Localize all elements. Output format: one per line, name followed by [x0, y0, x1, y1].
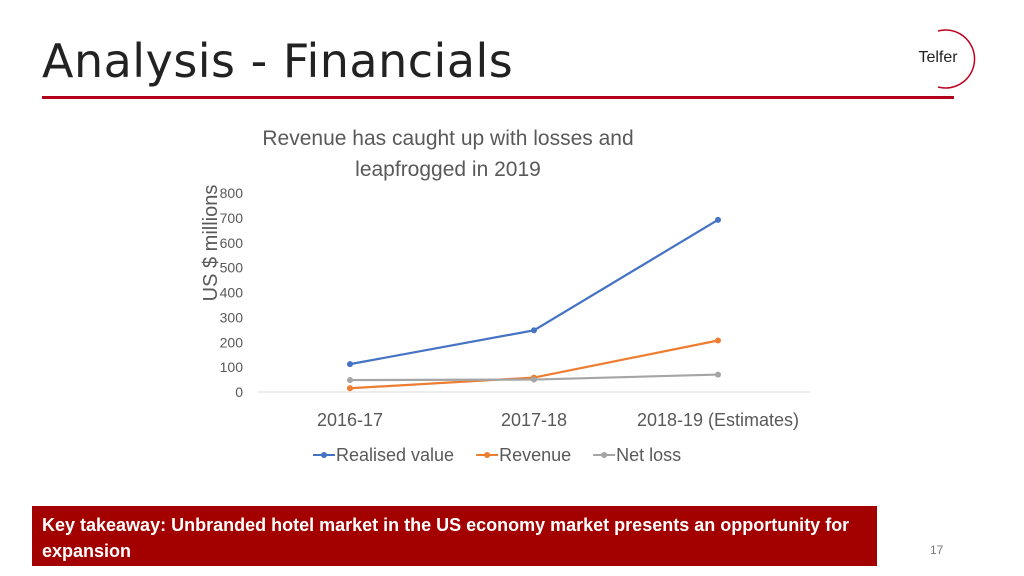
page-number: 17 [930, 543, 944, 557]
line-chart: Revenue has caught up with losses and lea… [200, 127, 810, 465]
slide-title: Analysis - Financials [42, 34, 514, 88]
y-tick-label: 800 [220, 185, 244, 201]
data-point-net-loss [715, 371, 721, 378]
data-point-realised-value [347, 361, 353, 368]
y-tick-label: 100 [220, 359, 244, 375]
chart-title-line: leapfrogged in 2019 [355, 158, 541, 181]
x-tick-label: 2018-19 (Estimates) [637, 410, 799, 430]
y-tick-label: 300 [220, 309, 244, 325]
x-tick-label: 2016-17 [317, 410, 383, 430]
data-point-revenue [347, 385, 353, 392]
legend-swatch-marker [484, 452, 491, 458]
legend-label: Realised value [336, 445, 454, 465]
y-tick-label: 700 [220, 210, 244, 226]
key-takeaway-box: Key takeaway: Unbranded hotel market in … [32, 506, 877, 566]
y-tick-label: 200 [220, 334, 244, 350]
data-point-net-loss [347, 377, 353, 384]
y-axis-label: US $ millions [200, 185, 222, 302]
y-tick-label: 500 [220, 260, 244, 276]
telfer-logo-arc [937, 29, 976, 89]
telfer-logo-text: Telfer [918, 49, 958, 66]
chart-title-line: Revenue has caught up with losses and [262, 127, 633, 150]
legend-label: Net loss [616, 445, 681, 465]
x-tick-label: 2017-18 [501, 410, 567, 430]
y-tick-label: 0 [235, 384, 243, 400]
y-tick-label: 400 [220, 285, 244, 301]
series-line-realised-value [349, 218, 719, 366]
data-point-realised-value [715, 216, 721, 223]
legend-label: Revenue [499, 445, 571, 465]
y-tick-label: 600 [220, 235, 244, 251]
key-takeaway-text: Key takeaway: Unbranded hotel market in … [42, 515, 850, 561]
data-point-revenue [715, 337, 721, 344]
data-point-realised-value [531, 327, 537, 334]
data-point-net-loss [531, 376, 537, 383]
title-divider [42, 96, 954, 99]
legend-swatch-marker [321, 452, 327, 458]
legend-swatch-marker [601, 452, 608, 458]
